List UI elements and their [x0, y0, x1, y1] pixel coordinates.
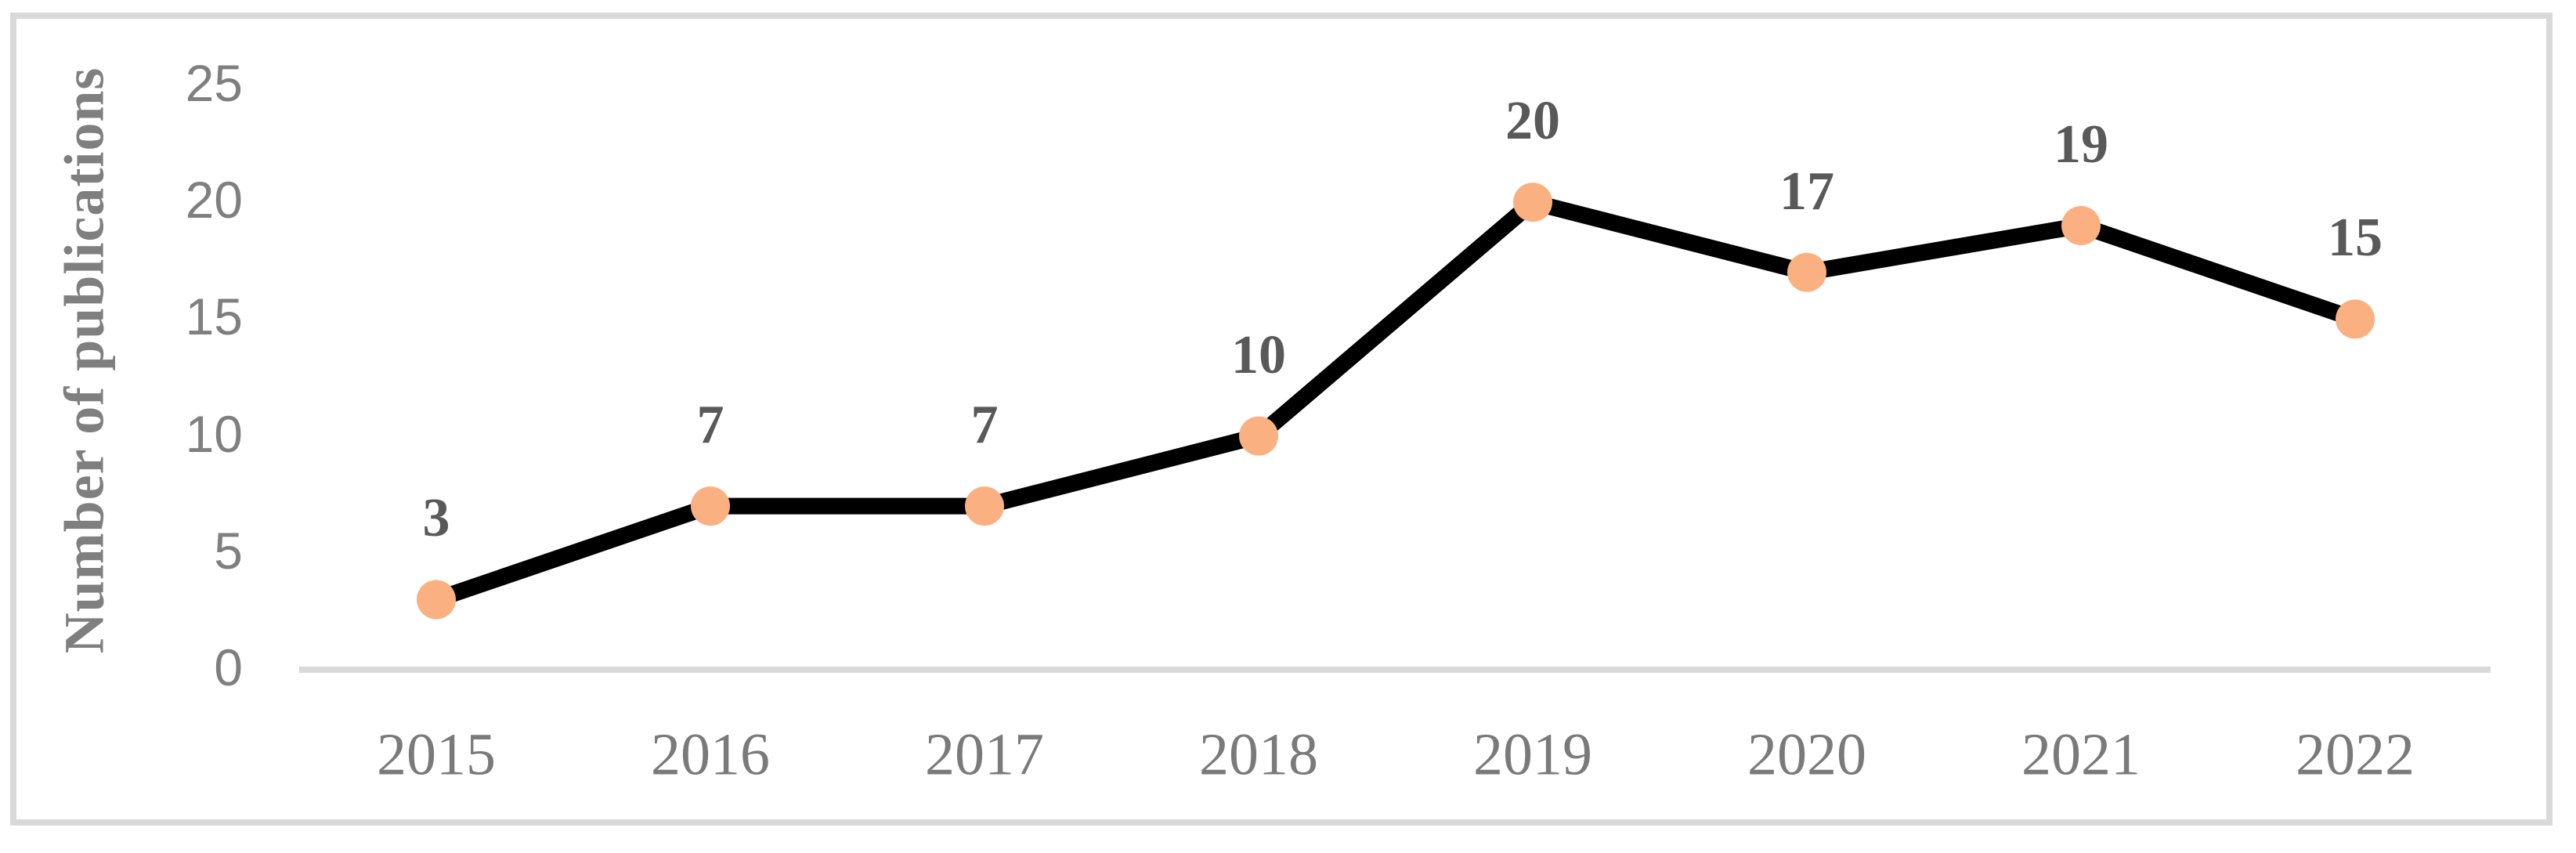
x-axis-label: 2022 — [2296, 721, 2415, 788]
data-label: 17 — [1779, 161, 1834, 222]
data-label: 20 — [1505, 91, 1560, 152]
y-axis-tick-label: 15 — [185, 287, 243, 346]
data-label: 15 — [2328, 208, 2383, 269]
data-label: 7 — [970, 395, 999, 456]
y-axis-tick-label: 25 — [185, 53, 243, 112]
data-point-marker — [965, 486, 1004, 526]
data-label: 10 — [1231, 324, 1286, 385]
data-point-marker — [2061, 206, 2101, 246]
data-point-marker — [417, 580, 456, 620]
data-point-marker — [691, 486, 730, 526]
y-axis-tick-label: 0 — [214, 638, 243, 696]
data-label: 3 — [422, 488, 450, 549]
y-axis-tick-label: 20 — [185, 171, 243, 230]
x-axis-label: 2016 — [651, 721, 770, 788]
data-point-marker — [1513, 183, 1552, 222]
x-axis-label: 2020 — [1747, 721, 1866, 788]
data-point-marker — [1239, 416, 1278, 456]
data-label: 7 — [696, 395, 724, 456]
x-axis-label: 2018 — [1199, 721, 1318, 788]
trend-line — [433, 193, 2358, 608]
x-axis-label: 2015 — [377, 721, 496, 788]
x-axis-label: 2021 — [2021, 721, 2141, 788]
data-point-marker — [2336, 299, 2375, 339]
y-axis-tick-label: 10 — [185, 404, 243, 463]
data-label: 19 — [2054, 114, 2108, 175]
y-axis-tick-label: 5 — [214, 521, 243, 580]
x-axis-label: 2017 — [925, 721, 1044, 788]
x-axis-line — [299, 667, 2491, 673]
data-point-marker — [1787, 252, 1826, 292]
x-axis-label: 2019 — [1473, 721, 1592, 788]
